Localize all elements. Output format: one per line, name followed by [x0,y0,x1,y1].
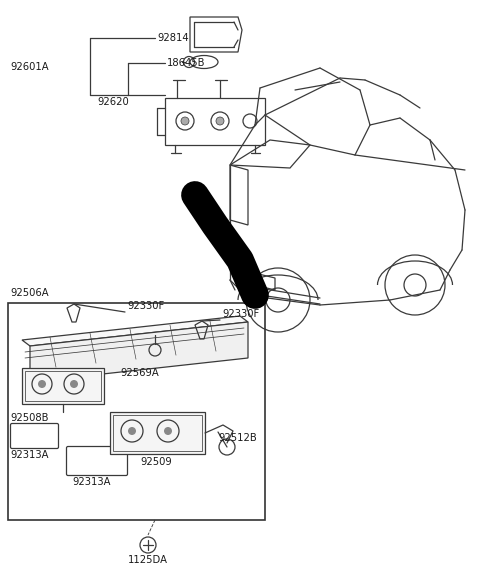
Text: 92330F: 92330F [127,301,164,311]
Polygon shape [30,322,248,382]
Text: 92506A: 92506A [10,288,48,298]
Text: 92601A: 92601A [10,62,48,72]
Circle shape [216,117,224,125]
Polygon shape [110,412,205,454]
Polygon shape [22,316,248,346]
Circle shape [128,427,136,435]
Circle shape [38,380,46,388]
Text: 92814: 92814 [157,33,189,43]
Circle shape [164,427,172,435]
Circle shape [70,380,78,388]
Text: 92330F: 92330F [222,309,259,319]
Text: 92509: 92509 [140,457,172,467]
Text: 92313A: 92313A [10,450,48,460]
Circle shape [181,117,189,125]
Text: 92512B: 92512B [218,433,257,443]
Text: 92508B: 92508B [10,413,48,423]
Text: 92620: 92620 [97,97,129,107]
Polygon shape [22,368,104,404]
Text: 18645B: 18645B [167,58,205,68]
Text: 1125DA: 1125DA [128,555,168,565]
Text: 92313A: 92313A [72,477,110,487]
Bar [8,303,265,520]
Text: 92569A: 92569A [120,368,159,378]
